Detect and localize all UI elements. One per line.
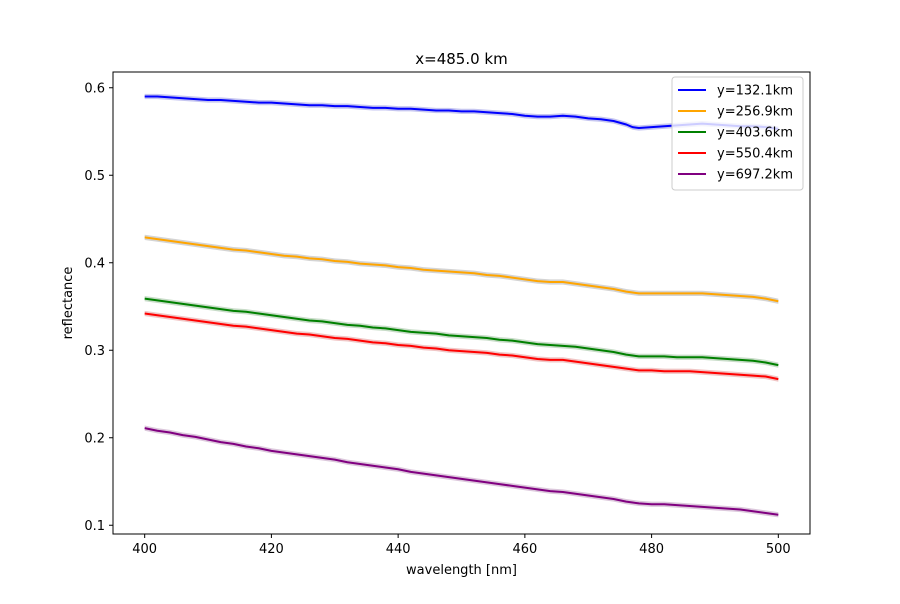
legend-box [671, 76, 804, 191]
y-tick-label: 0.3 [84, 344, 105, 359]
plot-area-frame [112, 71, 811, 535]
series-line-1 [144, 95, 779, 130]
series-line-4 [144, 312, 779, 381]
x-tick-label: 460 [512, 542, 537, 557]
legend-label-5: y=697.2km [717, 168, 793, 183]
series-band-4 [144, 310, 779, 382]
legend-label-4: y=550.4km [717, 147, 793, 162]
y-tick-label: 0.6 [84, 81, 105, 96]
x-tick-label: 500 [766, 542, 791, 557]
series-line-5 [144, 427, 779, 516]
y-tick-label: 0.2 [84, 431, 105, 446]
y-axis-label: reflectance [61, 267, 76, 340]
y-axis-ticks: 0.1 0.2 0.3 0.4 0.5 0.6 [84, 81, 113, 534]
x-tick-label: 420 [259, 542, 284, 557]
legend-label-1: y=132.1km [717, 84, 793, 99]
x-axis-ticks: 400 420 440 460 480 500 [132, 534, 791, 557]
series-lines [144, 95, 779, 516]
series-band-3 [144, 296, 779, 368]
x-axis-label: wavelength [nm] [406, 563, 517, 578]
legend: y=132.1km y=256.9km y=403.6km y=550.4km y=69… [671, 76, 804, 191]
legend-label-3: y=403.6km [717, 126, 793, 141]
legend-label-2: y=256.9km [717, 105, 793, 120]
series-line-3 [144, 297, 779, 367]
chart-title: x=485.0 km [415, 50, 507, 68]
x-tick-label: 480 [639, 542, 664, 557]
series-line-2 [144, 236, 779, 303]
y-tick-label: 0.1 [84, 519, 105, 534]
x-tick-label: 400 [132, 542, 157, 557]
x-tick-label: 440 [386, 542, 411, 557]
y-tick-label: 0.4 [84, 256, 105, 271]
y-tick-label: 0.5 [84, 169, 105, 184]
